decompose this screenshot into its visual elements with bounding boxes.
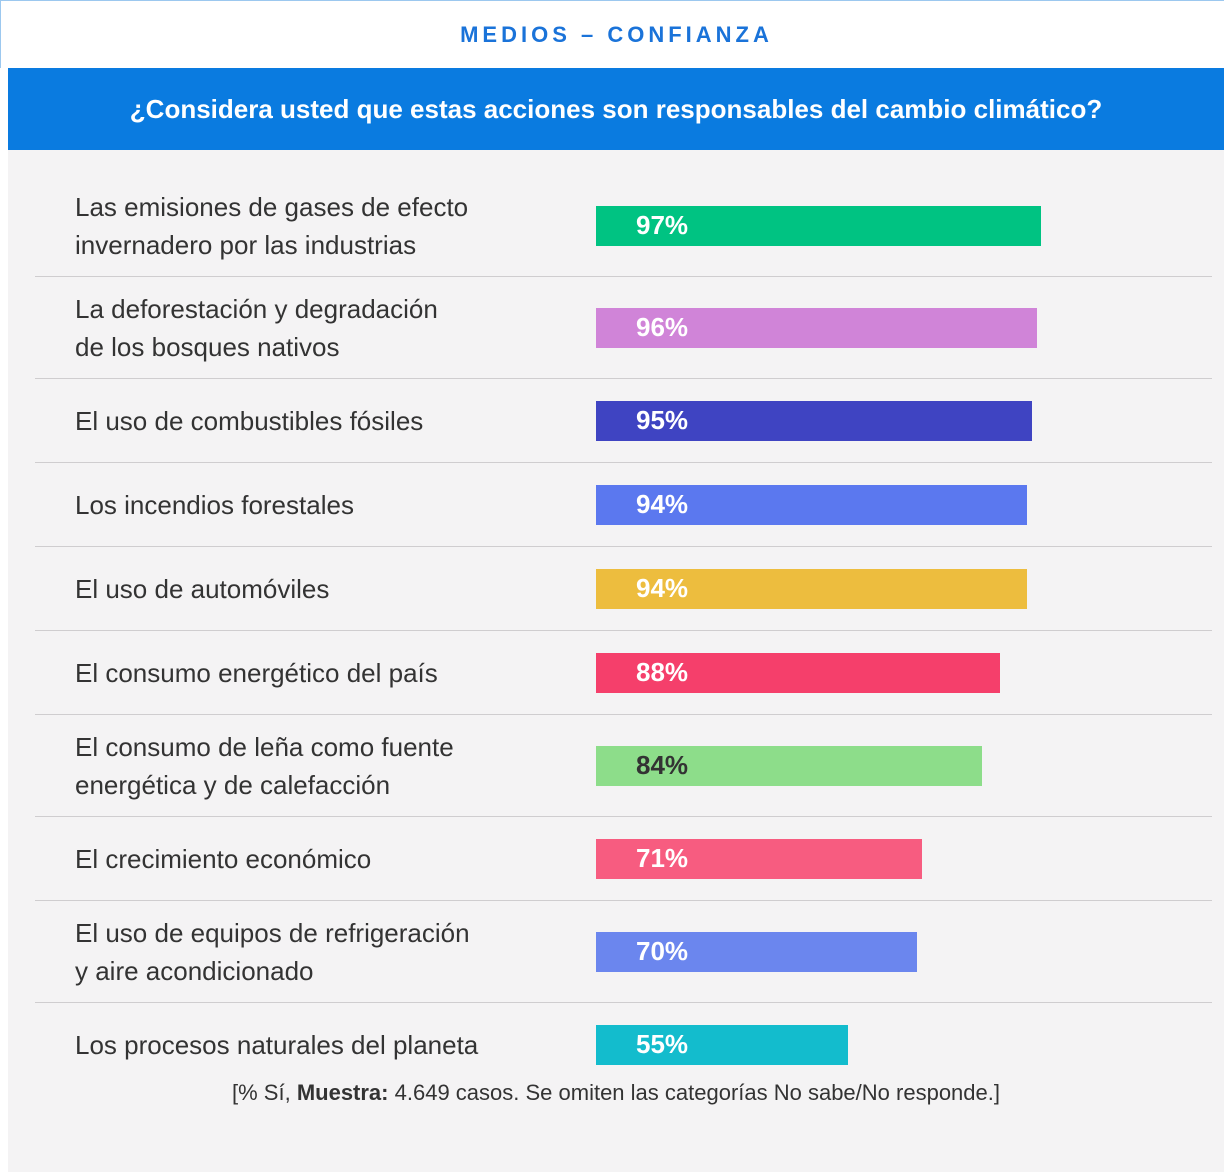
bar: 88% xyxy=(596,652,1000,693)
bar: 95% xyxy=(596,400,1033,441)
row: Los procesos naturales del planeta 55% xyxy=(35,1003,1212,1086)
row: La deforestación y degradación de los bo… xyxy=(35,277,1212,379)
value-label: 96% xyxy=(636,312,689,342)
bar: 96% xyxy=(596,307,1037,348)
category-label: El crecimiento económico xyxy=(75,843,372,874)
category-label: Los incendios forestales xyxy=(75,489,354,520)
row: El uso de combustibles fósiles 95% xyxy=(35,379,1212,463)
category-label: Los procesos naturales del planeta xyxy=(75,1029,479,1060)
value-label: 94% xyxy=(636,489,689,519)
row: Las emisiones de gases de efecto inverna… xyxy=(35,175,1212,277)
value-label: 88% xyxy=(636,657,689,687)
category-label: El consumo energético del país xyxy=(75,657,438,688)
note-rest: 4.649 casos. Se omiten las categorías No… xyxy=(394,1080,1000,1105)
value-label: 95% xyxy=(636,405,689,435)
category-label: El uso de automóviles xyxy=(75,573,330,604)
row: El consumo energético del país 88% xyxy=(35,631,1212,715)
bar: 94% xyxy=(596,484,1028,525)
value-label: 55% xyxy=(636,1029,689,1059)
note-bold: Muestra: xyxy=(296,1080,389,1105)
bar: 97% xyxy=(596,205,1042,246)
category-label: El uso de combustibles fósiles xyxy=(75,405,424,436)
chart-title: ¿Considera usted que estas acciones son … xyxy=(129,93,1103,124)
row: El uso de automóviles 94% xyxy=(35,547,1212,631)
value-label: 70% xyxy=(636,936,689,966)
rows: Las emisiones de gases de efecto inverna… xyxy=(35,175,1212,1086)
bar: 71% xyxy=(596,838,922,879)
row: Los incendios forestales 94% xyxy=(35,463,1212,547)
row: El crecimiento económico 71% xyxy=(35,817,1212,901)
category-label: Las emisiones de gases de efecto inverna… xyxy=(75,191,469,260)
category-label: El consumo de leña como fuente energétic… xyxy=(75,731,454,800)
value-label: 71% xyxy=(636,843,689,873)
question-band: ¿Considera usted que estas acciones son … xyxy=(8,68,1224,150)
value-label: 94% xyxy=(636,573,689,603)
category-label: La deforestación y degradación de los bo… xyxy=(75,293,438,362)
row: El consumo de leña como fuente energétic… xyxy=(35,715,1212,817)
note-prefix: [% Sí, xyxy=(232,1080,291,1105)
footnote: [% Sí, Muestra: 4.649 casos. Se omiten l… xyxy=(8,1080,1224,1106)
bar: 55% xyxy=(596,1024,849,1065)
bar: 94% xyxy=(596,568,1028,609)
header-title: MEDIOS – CONFIANZA xyxy=(460,21,773,47)
header: MEDIOS – CONFIANZA xyxy=(0,0,1224,68)
bar: 70% xyxy=(596,931,918,972)
value-label: 84% xyxy=(636,750,689,780)
category-label: El uso de equipos de refrigeración y air… xyxy=(75,917,470,986)
row: El uso de equipos de refrigeración y air… xyxy=(35,901,1212,1003)
bar: 84% xyxy=(596,745,982,786)
value-label: 97% xyxy=(636,210,689,240)
